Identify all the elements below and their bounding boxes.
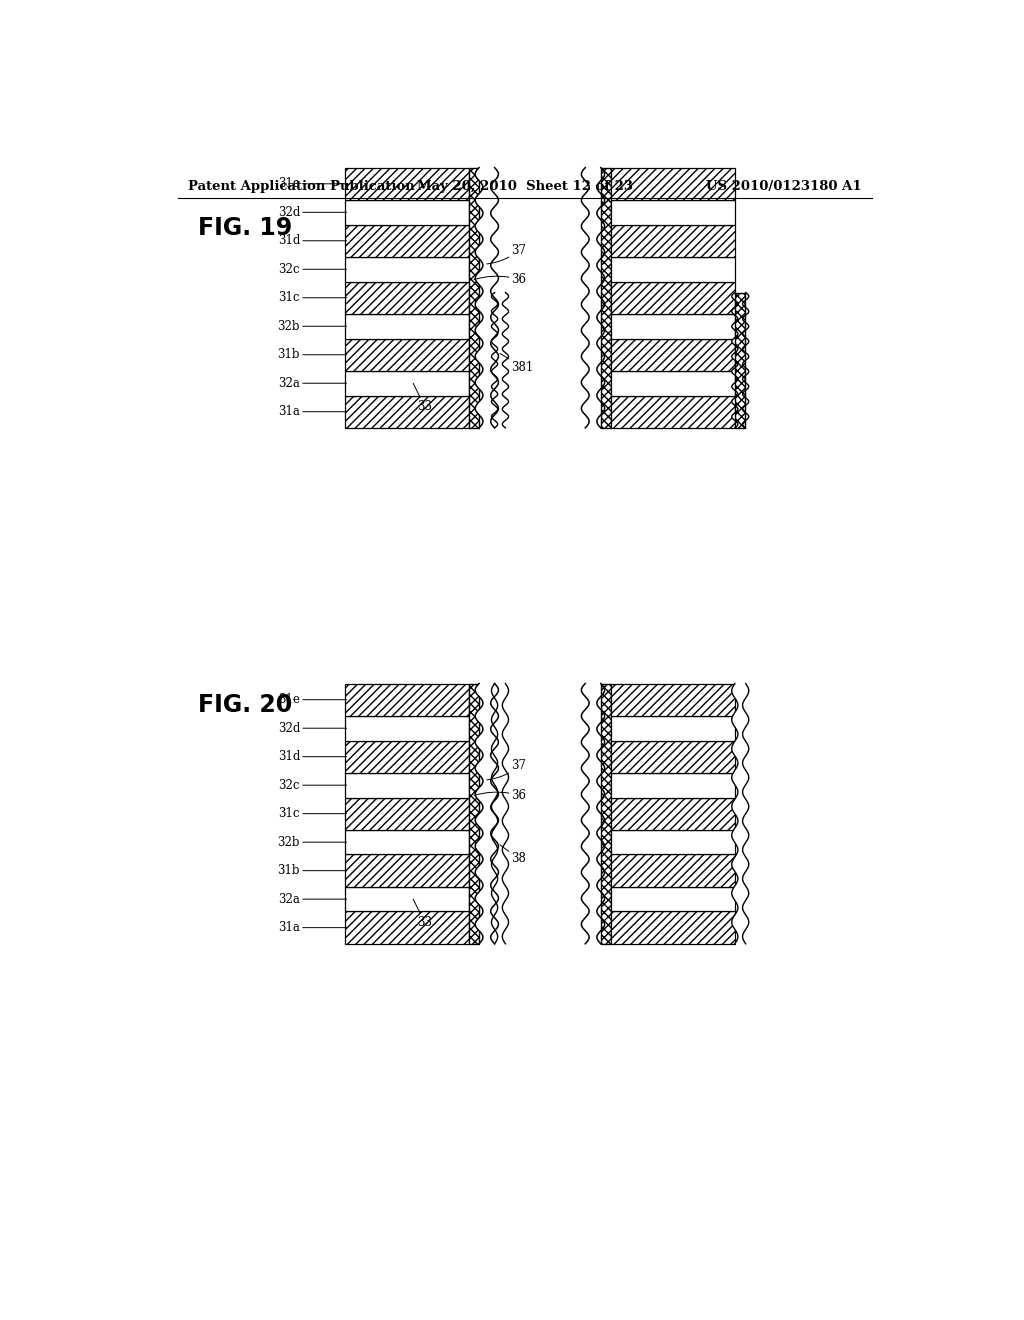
- Text: May 20, 2010  Sheet 12 of 23: May 20, 2010 Sheet 12 of 23: [417, 180, 633, 193]
- Bar: [345, 257, 469, 281]
- Bar: [345, 774, 469, 797]
- Polygon shape: [732, 293, 749, 428]
- Bar: [611, 281, 735, 314]
- Bar: [611, 715, 735, 741]
- Bar: [345, 168, 469, 199]
- Bar: [611, 224, 735, 257]
- Bar: [611, 854, 735, 887]
- Bar: [345, 830, 469, 854]
- Bar: [611, 257, 735, 281]
- Bar: [345, 887, 469, 911]
- Text: 31a: 31a: [279, 405, 346, 418]
- Text: 31a: 31a: [279, 921, 346, 935]
- Text: 32d: 32d: [278, 206, 346, 219]
- Bar: [735, 293, 744, 428]
- Bar: [611, 887, 735, 911]
- Bar: [345, 741, 469, 774]
- Bar: [611, 741, 735, 774]
- Bar: [611, 339, 735, 371]
- Bar: [345, 715, 469, 741]
- Text: US 2010/0123180 A1: US 2010/0123180 A1: [706, 180, 861, 193]
- Text: 31e: 31e: [279, 177, 346, 190]
- Text: 31c: 31c: [279, 292, 346, 305]
- Bar: [611, 396, 735, 428]
- Bar: [469, 684, 479, 944]
- Text: 37: 37: [486, 244, 526, 264]
- Polygon shape: [492, 293, 509, 428]
- Bar: [345, 396, 469, 428]
- Bar: [611, 830, 735, 854]
- Text: 36: 36: [474, 273, 526, 286]
- Text: 32b: 32b: [278, 836, 346, 849]
- Bar: [611, 797, 735, 830]
- Text: 32b: 32b: [278, 319, 346, 333]
- Bar: [611, 168, 735, 199]
- Text: 31b: 31b: [278, 865, 346, 878]
- Text: 32a: 32a: [279, 376, 346, 389]
- Text: 32c: 32c: [279, 263, 346, 276]
- Text: 31b: 31b: [278, 348, 346, 362]
- Text: 31d: 31d: [278, 750, 346, 763]
- Polygon shape: [492, 684, 509, 944]
- Bar: [345, 797, 469, 830]
- Text: 36: 36: [474, 789, 526, 803]
- Bar: [345, 912, 469, 944]
- Bar: [611, 774, 735, 797]
- Bar: [345, 684, 469, 715]
- Text: 33: 33: [414, 899, 432, 929]
- Text: FIG. 19: FIG. 19: [198, 215, 292, 240]
- Bar: [611, 199, 735, 224]
- Bar: [611, 684, 735, 715]
- Text: 31c: 31c: [279, 807, 346, 820]
- Text: 31e: 31e: [279, 693, 346, 706]
- Text: Patent Application Publication: Patent Application Publication: [188, 180, 415, 193]
- Polygon shape: [475, 684, 499, 944]
- Bar: [469, 168, 479, 428]
- Text: 33: 33: [414, 383, 432, 413]
- Text: FIG. 20: FIG. 20: [198, 693, 292, 717]
- Bar: [345, 224, 469, 257]
- Text: 32c: 32c: [279, 779, 346, 792]
- Bar: [345, 854, 469, 887]
- Bar: [601, 168, 611, 428]
- Bar: [601, 684, 611, 944]
- Text: 381: 381: [500, 354, 534, 374]
- Polygon shape: [582, 684, 604, 944]
- Text: 38: 38: [500, 845, 526, 866]
- Bar: [345, 371, 469, 396]
- Text: 32a: 32a: [279, 892, 346, 906]
- Bar: [345, 199, 469, 224]
- Text: 37: 37: [486, 759, 526, 780]
- Bar: [345, 314, 469, 339]
- Bar: [611, 314, 735, 339]
- Bar: [345, 281, 469, 314]
- Bar: [611, 912, 735, 944]
- Bar: [611, 371, 735, 396]
- Polygon shape: [732, 684, 749, 944]
- Text: 32d: 32d: [278, 722, 346, 735]
- Polygon shape: [475, 168, 499, 428]
- Polygon shape: [582, 168, 604, 428]
- Bar: [345, 339, 469, 371]
- Text: 31d: 31d: [278, 234, 346, 247]
